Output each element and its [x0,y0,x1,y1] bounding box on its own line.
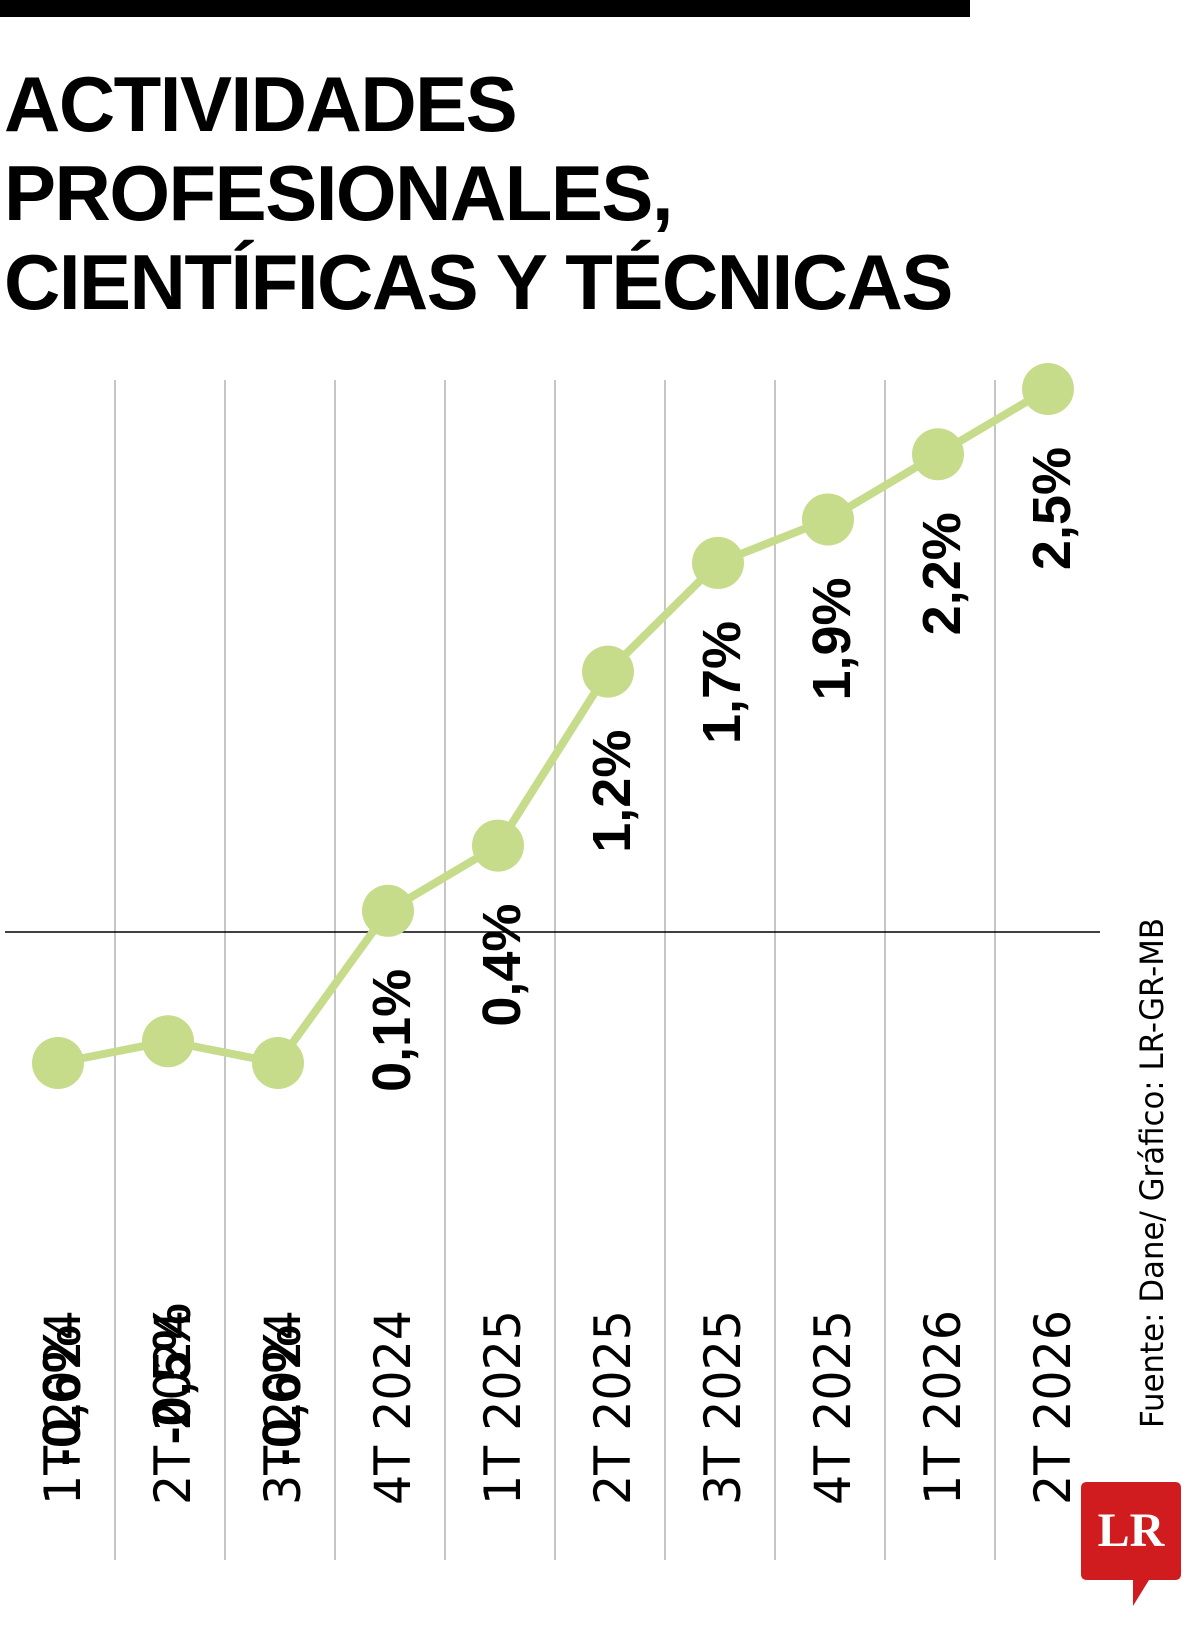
value-label: 2,2% [912,512,972,635]
data-point [252,1037,304,1089]
data-point [472,819,524,872]
category-label: 2T 2025 [584,1310,642,1505]
data-point [912,428,964,481]
category-label: 1T 2026 [914,1310,972,1505]
category-label: 1T 2024 [34,1310,92,1505]
data-points [32,363,1074,1089]
logo-text: LR [1098,1504,1166,1557]
value-label: -0,6% [32,1325,92,1466]
category-label: 3T 2024 [254,1310,312,1505]
source-note: Fuente: Dane/ Gráfico: LR-GR-MB [1133,918,1171,1428]
value-label: 2,5% [1022,447,1082,570]
category-label: 4T 2025 [804,1310,862,1505]
data-point [142,1015,194,1068]
data-point [32,1037,84,1089]
category-label: 2T 2026 [1024,1310,1082,1505]
value-label: 1,7% [692,621,752,744]
category-labels: 1T 2024 2T 2024 3T 2024 4T 2024 1T 2025 2T 20… [34,1310,1082,1505]
chart-title: ACTIVIDADES PROFESIONALES, CIENTÍFICAS Y… [4,60,953,326]
data-point [1022,363,1074,415]
series-line [57,385,1051,1067]
category-label: 2T 2024 [144,1310,202,1505]
data-point [802,493,854,546]
data-point [362,884,414,937]
value-label: 0,4% [472,904,532,1027]
value-label: 0,1% [362,969,422,1092]
category-label: 4T 2024 [364,1310,422,1505]
category-label: 1T 2025 [474,1310,532,1505]
data-point [582,645,634,698]
logo-bubble [1081,1482,1181,1606]
value-label: -0,6% [252,1325,312,1466]
grid-lines [114,380,996,1560]
value-label: 1,9% [802,577,862,700]
top-rule [0,0,970,17]
value-labels: -0,6% -0,5% -0,6% 0,1% 0,4% 1,2% 1,7% 1,9% 2,2% 2… [32,447,1082,1466]
lr-logo: LR [1081,1482,1181,1606]
value-label: 1,2% [582,730,642,853]
value-label: -0,5% [142,1303,202,1444]
data-point [692,536,744,589]
category-label: 3T 2025 [694,1310,752,1505]
